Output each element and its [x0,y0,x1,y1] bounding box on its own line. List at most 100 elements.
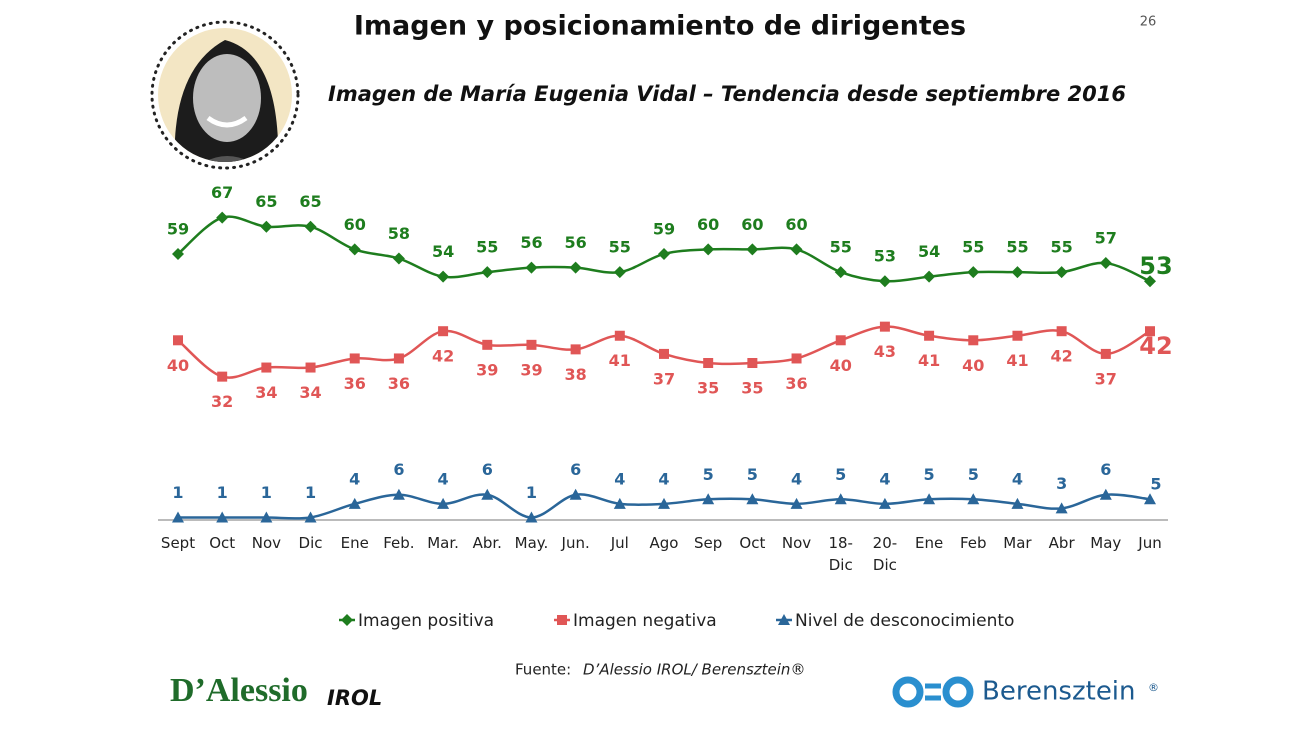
data-label: 1 [261,483,272,502]
data-label: 34 [299,383,321,402]
data-label: 4 [1012,469,1023,488]
x-tick-label: Nov [782,534,811,552]
logo-right: Berensztein [982,677,1136,707]
point [482,339,493,350]
point [791,353,802,364]
data-label: 37 [1095,369,1117,388]
point [614,330,625,341]
point [835,335,846,346]
data-label: 60 [697,215,719,234]
data-label: 5 [968,465,979,484]
data-label: 6 [482,460,493,479]
x-tick-label: Nov [252,534,281,552]
x-tick-label: 18-Dic [828,534,853,574]
data-label: 36 [388,374,410,393]
point [1011,266,1024,279]
point [305,362,316,373]
point [659,348,669,359]
x-tick-label: Feb [960,534,987,552]
point [1056,326,1067,337]
data-label: 37 [653,369,675,388]
legend-item: Nivel de desconocimiento [776,611,1014,631]
point [437,497,450,509]
point [967,493,980,505]
point [1099,257,1112,270]
source-text: D’Alessio IROL/ Berensztein® [583,661,805,679]
data-label: 54 [918,242,940,261]
point [924,330,935,341]
data-label: 55 [1006,238,1028,257]
point [304,220,317,233]
data-label: 65 [299,192,321,211]
point [1011,497,1024,509]
data-label: 6 [393,460,404,479]
point [569,261,582,274]
legend-label: Nivel de desconocimiento [795,611,1014,631]
point [1099,488,1112,500]
data-label: 55 [962,238,984,257]
point [878,275,891,288]
data-label: 4 [614,469,625,488]
point [260,220,273,233]
page-number: 26 [1140,15,1157,30]
point [348,497,361,509]
data-label: 34 [255,383,277,402]
data-label: 55 [1051,238,1073,257]
point [702,243,715,256]
data-label: 4 [879,469,890,488]
point [261,362,272,373]
point [790,243,803,256]
data-label: 55 [476,238,498,257]
point [613,497,626,509]
point [1144,493,1156,505]
point [525,511,538,523]
x-tick-label: Ene [341,534,369,552]
point [879,321,890,332]
point [393,353,404,364]
point [747,358,758,368]
point [304,511,317,523]
point [173,335,183,346]
point [569,488,582,500]
point [1144,275,1156,288]
data-label: 42 [1139,332,1172,360]
point [1100,348,1111,359]
logo-left-sub: IROL [327,686,382,710]
legend-label: Imagen positiva [358,611,494,631]
x-tick-label: Mar. [427,534,459,552]
data-label: 40 [962,356,984,375]
data-label: 57 [1095,229,1117,248]
logo-right-mark: ® [1148,681,1159,694]
x-tick-label: May [1090,534,1121,552]
point [481,488,494,500]
data-label: 53 [874,247,896,266]
point [967,266,980,279]
data-label: 4 [658,469,669,488]
data-label: 1 [526,483,537,502]
data-label: 5 [835,465,846,484]
data-label: 40 [167,356,189,375]
data-label: 59 [167,219,189,238]
point [217,371,228,382]
point [392,252,405,265]
legend-marker [557,615,567,625]
x-tick-label: Oct [739,534,765,552]
data-label: 38 [565,365,587,384]
data-label: 65 [255,192,277,211]
x-tick-label: Abr [1049,534,1076,552]
logo-right-icon [892,676,974,708]
data-label: 42 [432,347,454,366]
point [525,261,538,274]
point [746,493,759,505]
x-tick-label: Jun [1137,534,1161,552]
legend-marker [341,614,353,626]
point [172,247,184,260]
portrait [150,20,300,170]
point [923,493,936,505]
data-label: 60 [741,215,763,234]
x-tick-label: Feb. [383,534,414,552]
point [1055,502,1068,514]
data-label: 32 [211,392,233,411]
point [1055,266,1068,279]
